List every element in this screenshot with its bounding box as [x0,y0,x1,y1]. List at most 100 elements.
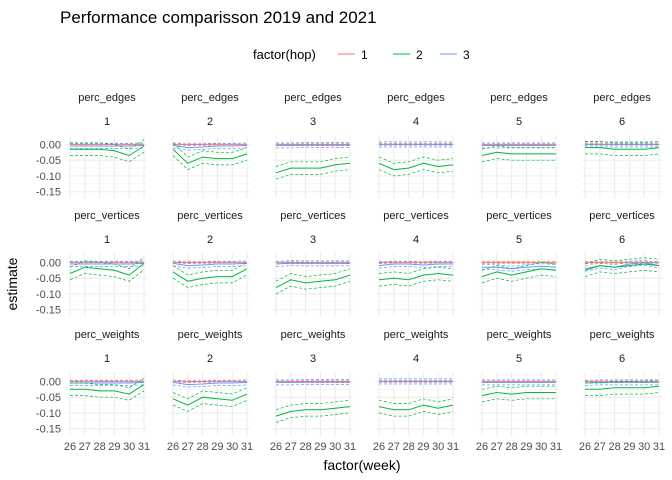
x-axis-label: factor(week) [323,457,400,473]
x-tick-label: 26 [167,441,179,453]
x-tick-label: 31 [447,441,459,453]
ci-lower-hop-2 [172,274,248,288]
y-tick-label: -0.10 [36,289,61,301]
ci-upper-hop-3 [172,379,248,383]
ci-upper-hop-2 [275,399,351,411]
ci-upper-hop-3 [172,260,248,264]
x-tick-label: 28 [299,441,311,453]
series-line-hop-3 [172,262,248,267]
ci-lower-hop-2 [481,398,556,403]
strip-label-hop: 6 [619,353,625,365]
ci-upper-hop-2 [70,378,145,389]
ci-lower-hop-2 [275,280,351,295]
panel-perc_weights-2: perc_weights 2 26 27 28 29 30 31 [167,329,253,453]
ci-upper-hop-2 [481,262,557,271]
strip-label-var: perc_weights [487,329,552,341]
ci-lower-hop-3 [70,265,145,267]
x-tick-label: 31 [653,441,665,453]
x-tick-label: 27 [491,441,503,453]
x-tick-label: 27 [285,441,297,453]
ci-upper-hop-2 [172,142,248,158]
x-tick-label: 30 [123,441,135,453]
ci-lower-hop-2 [585,392,660,396]
strip-label-hop: 1 [104,353,110,365]
ci-lower-hop-2 [172,155,248,171]
strip-label-var: perc_edges [78,92,136,104]
facet-grid: perc_edges 1 0.00 -0.05 -0.10 -0.15 perc_edges… [36,92,665,453]
y-axis-label: estimate [4,257,20,310]
ci-upper-hop-3 [482,263,557,267]
strip-label-hop: 3 [310,353,316,365]
series-line-hop-3 [275,262,350,265]
legend-title: factor(hop) [253,47,316,62]
strip-label-hop: 2 [207,353,213,365]
strip-label-var: perc_edges [593,92,651,104]
strip-label-hop: 1 [104,234,110,246]
y-tick-label: -0.05 [36,273,61,285]
x-tick-label: 30 [226,441,238,453]
series-line-hop-2 [585,147,660,150]
y-tick-label: 0.00 [40,376,61,388]
ci-upper-hop-3 [584,379,659,381]
strip-label-hop: 6 [619,234,625,246]
ci-upper-hop-2 [378,398,454,404]
ci-lower-hop-3 [70,384,145,386]
x-tick-label: 27 [594,441,606,453]
ci-upper-hop-2 [585,140,660,144]
panel-perc_weights-6: perc_weights 6 26 27 28 29 30 31 [579,329,665,453]
ci-lower-hop-2 [69,269,145,282]
strip-label-var: perc_vertices [280,210,346,222]
x-tick-label: 26 [64,441,76,453]
panel-perc_weights-5: perc_weights 5 26 27 28 29 30 31 [476,329,562,453]
series-line-hop-2 [69,263,145,276]
panel-perc_edges-3: perc_edges 3 [273,92,353,198]
x-tick-label: 27 [388,441,400,453]
strip-label-var: perc_vertices [177,210,243,222]
x-tick-label: 26 [476,441,488,453]
ci-lower-hop-3 [584,384,659,386]
strip-label-hop: 4 [413,353,419,365]
series-line-hop-3 [70,144,145,147]
ci-upper-hop-2 [584,257,660,265]
x-tick-label: 29 [520,441,532,453]
ci-upper-hop-2 [378,266,454,274]
ci-lower-hop-2 [70,152,145,163]
panel-perc_edges-1: perc_edges 1 0.00 -0.05 -0.10 -0.15 [36,92,147,199]
series-line-hop-2 [481,391,556,397]
y-tick-label: -0.10 [36,171,61,183]
ci-upper-hop-2 [70,139,145,150]
legend: factor(hop) 1 2 3 [253,47,470,62]
series-line-hop-2 [172,148,248,164]
ci-lower-hop-3 [378,266,453,269]
panel-perc_vertices-1: perc_vertices 1 0.00 -0.05 -0.10 -0.15 [36,210,147,317]
ci-lower-hop-2 [172,399,248,412]
ci-upper-hop-2 [275,268,351,282]
y-tick-label: -0.15 [36,187,61,199]
strip-label-var: perc_weights [178,329,243,341]
x-tick-label: 29 [417,441,429,453]
series-line-hop-2 [172,268,248,282]
panel-perc_vertices-6: perc_vertices 6 [582,210,662,316]
legend-label-3: 3 [463,48,470,62]
strip-label-hop: 5 [516,234,522,246]
ci-upper-hop-2 [69,256,145,270]
ci-lower-hop-2 [275,412,351,423]
strip-label-var: perc_vertices [74,210,140,222]
ci-lower-hop-2 [481,158,556,163]
x-tick-label: 31 [344,441,356,453]
ci-upper-hop-3 [584,259,660,267]
panel-perc_edges-5: perc_edges 5 [479,92,559,198]
ci-upper-hop-2 [481,385,556,390]
x-tick-label: 28 [402,441,414,453]
y-tick-label: -0.15 [36,424,61,436]
ci-lower-hop-2 [584,269,660,277]
x-tick-label: 26 [270,441,282,453]
series-line-hop-2 [481,151,556,156]
ci-lower-hop-3 [172,147,248,151]
x-tick-label: 26 [579,441,591,453]
x-tick-label: 28 [608,441,620,453]
ci-lower-hop-2 [585,153,660,156]
strip-label-var: perc_vertices [589,210,655,222]
series-line-hop-2 [585,385,660,390]
